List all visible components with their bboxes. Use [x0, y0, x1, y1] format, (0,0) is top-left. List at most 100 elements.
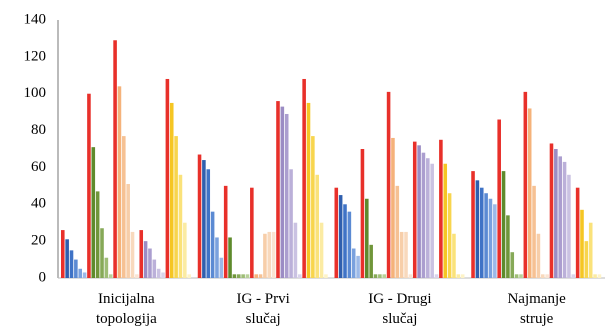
x-tick-label-line: Inicijalna [98, 291, 155, 307]
bar [497, 119, 501, 278]
bar [360, 149, 365, 278]
bar [365, 198, 369, 278]
bar [501, 171, 506, 278]
bar [187, 274, 191, 278]
bar [250, 187, 254, 278]
bar [284, 113, 289, 278]
bar [210, 211, 215, 278]
bar [148, 248, 152, 278]
bar [343, 204, 347, 278]
bar [135, 274, 139, 278]
bar [302, 78, 306, 278]
x-tick-label-line: slučaj [382, 311, 417, 327]
bar [174, 136, 178, 278]
bar [391, 137, 395, 278]
bar [324, 274, 328, 278]
bar [156, 268, 161, 278]
bar [82, 272, 87, 278]
bar [315, 174, 319, 278]
bar [113, 40, 117, 279]
bar [293, 222, 298, 278]
y-tick-label: 120 [24, 48, 47, 64]
bar [126, 184, 130, 278]
bar [439, 139, 443, 278]
bar [554, 149, 558, 278]
bar [108, 274, 113, 278]
bar [378, 274, 382, 278]
bar [228, 237, 232, 278]
bar [258, 274, 263, 278]
bar [575, 187, 580, 278]
bar [369, 244, 373, 278]
bar [161, 272, 165, 278]
bar [597, 274, 602, 278]
y-tick-label: 100 [24, 85, 47, 101]
bar [593, 274, 597, 278]
bar [536, 233, 541, 278]
bar [232, 274, 237, 278]
bar [183, 222, 187, 278]
bar [571, 274, 576, 278]
bar [319, 222, 324, 278]
bar [386, 91, 391, 278]
x-tick-label-line: topologija [96, 311, 157, 327]
y-tick-label: 20 [31, 233, 46, 249]
bar [69, 250, 74, 278]
y-tick-label: 80 [31, 122, 46, 138]
bar [460, 274, 465, 278]
bar [475, 180, 480, 278]
bar [338, 195, 343, 278]
bar [263, 233, 267, 278]
bar [169, 102, 174, 278]
bar [347, 211, 352, 278]
bar [540, 274, 545, 278]
bar [206, 169, 211, 278]
y-tick-label: 0 [39, 269, 47, 285]
bar [404, 231, 408, 278]
bar [484, 193, 488, 278]
x-tick-label-line: IG - Drugi [368, 291, 431, 307]
bar [580, 209, 584, 278]
bar [567, 174, 571, 278]
x-tick-label-line: struje [520, 311, 554, 327]
bar [456, 274, 461, 278]
bar [443, 163, 448, 278]
bar [197, 154, 202, 278]
y-tick-label: 40 [31, 196, 46, 212]
bar [306, 102, 311, 278]
x-tick-label: Inicijalna topologija [96, 291, 157, 327]
bar [143, 241, 148, 278]
bar [74, 259, 78, 278]
bar [139, 230, 144, 278]
bar [471, 171, 475, 278]
bar [130, 231, 135, 278]
bar [356, 255, 360, 278]
bar [412, 141, 417, 278]
bar [523, 91, 528, 278]
bar [100, 228, 104, 278]
bar [395, 185, 400, 278]
bar [549, 143, 554, 278]
bar [61, 230, 65, 278]
bar [452, 233, 456, 278]
bar [178, 174, 183, 278]
bar [510, 252, 515, 278]
bar [78, 268, 83, 278]
bar [117, 86, 122, 278]
bar [245, 274, 250, 278]
bar [219, 257, 224, 278]
bar [280, 106, 285, 278]
bar [558, 156, 562, 278]
bar [271, 231, 276, 278]
bar [91, 147, 96, 278]
y-tick-label: 60 [31, 159, 46, 175]
bar [447, 193, 452, 278]
x-tick-label-line: IG - Prvi [236, 291, 289, 307]
bar [399, 231, 404, 278]
bar [276, 101, 280, 278]
bar [104, 257, 109, 278]
bar [584, 241, 589, 278]
x-tick-label-line: Najmanje [507, 291, 566, 307]
bar [408, 274, 413, 278]
